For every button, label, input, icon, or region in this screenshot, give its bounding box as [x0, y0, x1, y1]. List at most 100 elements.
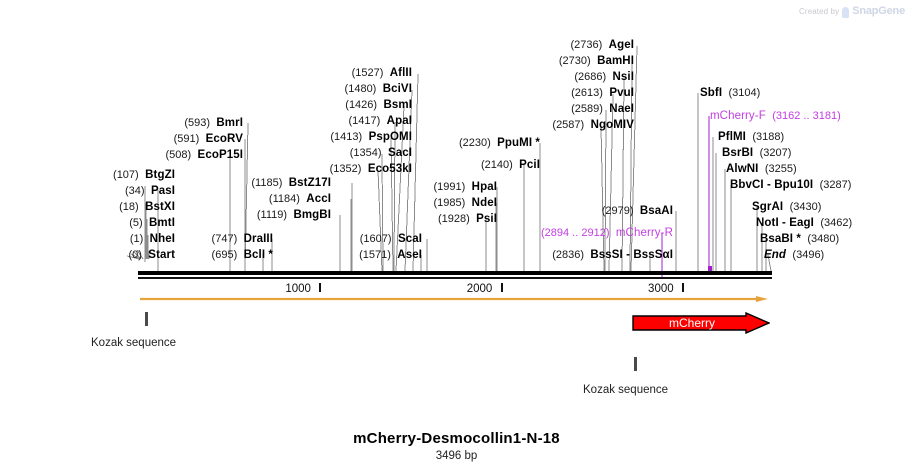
site-label-btgzi[interactable]: (107) BtgZI [0, 169, 175, 181]
site-name: AgeI [608, 39, 634, 51]
site-name: SbfI [700, 87, 723, 99]
site-label-bstxi[interactable]: (18) BstXI [0, 201, 175, 213]
site-label-end[interactable]: End (3496) [764, 249, 824, 261]
site-label-pasi[interactable]: (34) PasI [0, 185, 175, 197]
site-label-acci[interactable]: (1184) AccI [71, 193, 331, 205]
site-name: BbvCI - Bpu10I [730, 179, 814, 191]
site-label-bbvci[interactable]: BbvCI - Bpu10I (3287) [730, 179, 851, 191]
site-position: (34) [124, 185, 145, 197]
site-label-alwni[interactable]: AlwNI (3255) [726, 163, 797, 175]
site-label-bmri[interactable]: (593) BmrI [0, 117, 243, 129]
site-label-bsabi[interactable]: BsaBI * (3480) [760, 233, 839, 245]
site-label-apai[interactable]: (1417) ApaI [152, 115, 412, 127]
site-label-eco53ki[interactable]: (1352) Eco53kI [152, 163, 412, 175]
site-label-ndei[interactable]: (1985) NdeI [237, 197, 497, 209]
site-label-mcherryr[interactable]: (2894 .. 2912) mCherry-R [413, 227, 673, 239]
site-name: BstZ17I [288, 177, 331, 189]
sequence-backbone-shadow [138, 277, 772, 279]
site-label-ngomiv[interactable]: (2587) NgoMIV [374, 119, 634, 131]
site-label-nhei[interactable]: (1) NheI [0, 233, 175, 245]
site-position: (591) [173, 133, 200, 145]
site-position: (1607) [359, 233, 392, 245]
site-label-noti[interactable]: NotI - EagI (3462) [756, 217, 852, 229]
site-position: (1352) [329, 163, 362, 175]
sequence-backbone [138, 271, 772, 275]
watermark-created-by: Created by [799, 6, 840, 16]
site-position: (1354) [349, 147, 382, 159]
site-name: PpuMI * [497, 137, 540, 149]
site-position: (2836) [552, 249, 584, 261]
site-label-start[interactable]: (0) Start [0, 249, 175, 261]
site-label-ecorv[interactable]: (591) EcoRV [0, 133, 243, 145]
site-position: (747) [211, 233, 238, 245]
site-name: NaeI [609, 103, 634, 115]
orf-arrow [140, 296, 768, 302]
site-label-mcherryf[interactable]: mCherry-F (3162 .. 3181) [710, 110, 841, 122]
kozak-marker-2 [634, 357, 637, 371]
site-name: PspOMI [368, 131, 412, 143]
site-position: (3207) [759, 147, 792, 159]
site-name: PvuI [609, 87, 634, 99]
site-label-naei[interactable]: (2589) NaeI [374, 103, 634, 115]
site-position: (1417) [348, 115, 381, 127]
site-label-sbfi[interactable]: SbfI (3104) [700, 87, 760, 99]
site-label-bamhi[interactable]: (2730) BamHI [374, 55, 634, 67]
snapgene-watermark: Created by SnapGene [799, 5, 905, 18]
feature-mcherry[interactable] [632, 312, 770, 334]
site-name: PciI [519, 159, 540, 171]
site-label-pvui[interactable]: (2613) PvuI [374, 87, 634, 99]
site-label-saci[interactable]: (1354) SacI [152, 147, 412, 159]
site-label-nsii[interactable]: (2686) NsiI [374, 71, 634, 83]
site-position: (1571) [359, 249, 391, 261]
site-label-bsaai[interactable]: (2979) BsaAI [413, 205, 673, 217]
site-label-draiii[interactable]: (747) DraIII [13, 233, 273, 245]
site-label-bmgbi[interactable]: (1119) BmgBI [71, 209, 331, 221]
site-label-hpai[interactable]: (1991) HpaI [237, 181, 497, 193]
kozak-marker-1 [145, 312, 148, 326]
site-name: EcoP15I [197, 149, 243, 161]
site-name: PasI [150, 185, 175, 197]
site-name: Eco53kI [367, 163, 412, 175]
site-label-pcii[interactable]: (2140) PciI [280, 159, 540, 171]
site-position: (1480) [344, 83, 377, 95]
site-label-ppumi[interactable]: (2230) PpuMI * [280, 137, 540, 149]
site-name: HpaI [471, 181, 497, 193]
site-position: (5) [129, 217, 143, 229]
site-label-agei[interactable]: (2736) AgeI [374, 39, 634, 51]
site-label-bcivi[interactable]: (1480) BciVI [152, 83, 412, 95]
site-label-sgrai[interactable]: SgrAI (3430) [752, 201, 821, 213]
site-label-bsssi[interactable]: (2836) BssSI - BssSαI [413, 249, 673, 261]
site-label-pflmi[interactable]: PflMI (3188) [718, 131, 784, 143]
site-position: (1) [129, 233, 144, 245]
site-name: SgrAI [752, 201, 784, 213]
site-label-ecop15i[interactable]: (508) EcoP15I [0, 149, 243, 161]
site-label-asei[interactable]: (1571) AseI [162, 249, 422, 261]
site-name: BstXI [145, 201, 175, 213]
site-label-aflii[interactable]: (1527) AflII [152, 67, 412, 79]
site-position: (695) [211, 249, 238, 261]
site-label-bclistar[interactable]: (695) BclI * [13, 249, 273, 261]
site-position: (1928) [437, 213, 470, 225]
site-name: mCherry-R [615, 227, 673, 239]
site-label-bsrbi[interactable]: BsrBI (3207) [722, 147, 791, 159]
site-position: (107) [113, 169, 139, 181]
site-position: (1426) [345, 99, 378, 111]
site-name: BmrI [216, 117, 243, 129]
site-position: (3480) [807, 233, 840, 245]
watermark-brand: SnapGene [852, 5, 905, 17]
site-label-psii[interactable]: (1928) PsiI [237, 213, 497, 225]
site-label-scai[interactable]: (1607) ScaI [162, 233, 422, 245]
site-position: (2140) [480, 159, 513, 171]
site-position: (1527) [351, 67, 384, 79]
site-position: (2587) [552, 119, 585, 131]
site-label-bstz17i[interactable]: (1185) BstZ17I [71, 177, 331, 189]
kozak-label-2: Kozak sequence [583, 384, 669, 396]
site-name: BamHI [597, 55, 634, 67]
site-label-pspomi[interactable]: (1413) PspOMI [152, 131, 412, 143]
site-name: End [764, 249, 787, 261]
site-label-bsmi[interactable]: (1426) BsmI [152, 99, 412, 111]
page-title: mCherry-Desmocollin1-N-18 [353, 430, 560, 447]
site-label-bmti[interactable]: (5) BmtI [0, 217, 175, 229]
site-name: mCherry-F [710, 110, 766, 122]
